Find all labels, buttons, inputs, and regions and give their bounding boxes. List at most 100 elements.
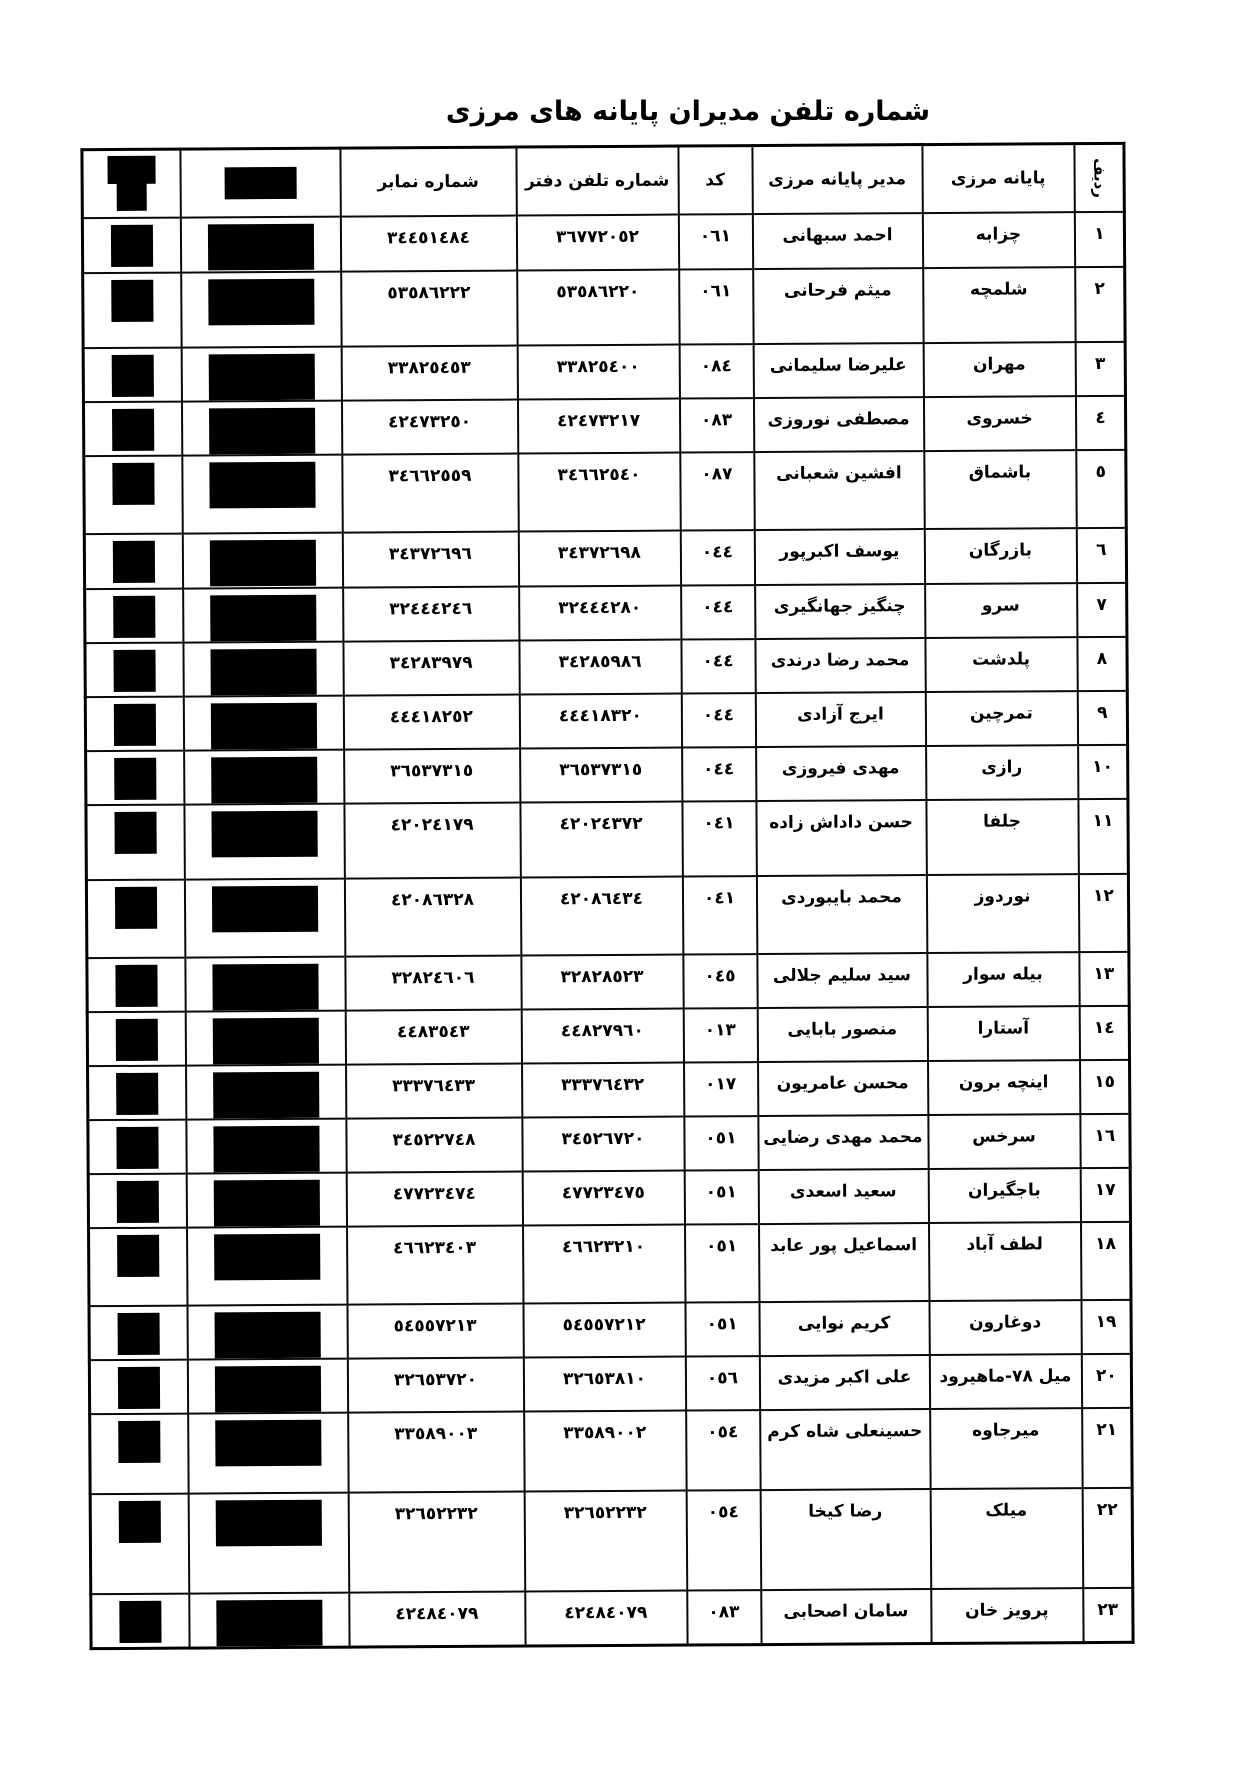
code-cell: ٠٥١ — [683, 1115, 758, 1171]
code-cell: ٠٨٣ — [686, 1589, 761, 1645]
fax-cell: ٤٢٤٨٤٠٧٩ — [348, 1591, 525, 1647]
redaction-box-icon — [118, 1600, 161, 1643]
terminal-cell: تمرچین — [924, 690, 1078, 746]
table-body: ١ چزابه احمد سبهانی ٠٦١ ٣٦٧٧٢٠٥٢ ٣٤٤٥١٤٨… — [82, 211, 1134, 1649]
redacted-mobile-cell — [181, 454, 342, 534]
manager-cell: مصطفی نوروزی — [753, 396, 924, 452]
redaction-box-icon — [112, 649, 156, 692]
terminal-cell: چزابه — [921, 211, 1075, 268]
redacted-extra-cell — [83, 455, 182, 534]
fax-cell: ٤٧٧٢٣٤٧٤ — [345, 1171, 523, 1227]
redaction-box-icon — [214, 1419, 321, 1466]
office-phone-cell: ٥٤٥٥٧٢١٢ — [522, 1302, 685, 1358]
terminal-cell: پلدشت — [924, 636, 1077, 692]
code-cell: ٠٤١ — [681, 800, 757, 877]
row-number-cell: ١٩ — [1080, 1299, 1132, 1354]
table-row: ٢ شلمچه میثم فرحانی ٠٦١ ٥٣٥٨٦٢٢٠ ٥٣٥٨٦٢٢… — [82, 266, 1126, 348]
redaction-box-icon — [209, 648, 316, 695]
redaction-box-icon — [213, 1311, 320, 1358]
table-row: ١٤ آستارا منصور بابایی ٠١٣ ٤٤٨٢٧٩٦٠ ٤٤٨٣… — [86, 1005, 1130, 1066]
fax-cell: ٤٦٦٢٣٤٠٣ — [346, 1225, 523, 1305]
redaction-box-icon — [213, 1233, 320, 1280]
redaction-box-icon — [111, 462, 155, 505]
redacted-extra-cell — [88, 1305, 187, 1360]
office-phone-cell: ٣٤٢٨٥٩٨٦ — [518, 639, 681, 695]
row-number-cell: ١٦ — [1079, 1113, 1131, 1168]
redaction-box-icon — [112, 540, 155, 583]
redacted-mobile-cell — [182, 587, 343, 643]
terminal-cell: سرو — [924, 582, 1077, 638]
redaction-box-icon — [207, 353, 315, 400]
page-title: شماره تلفن مدیران پایانه های مرزی — [445, 96, 931, 127]
redaction-box-icon — [114, 964, 158, 1007]
redaction-box-icon — [116, 1180, 159, 1223]
terminal-cell: میرجاوه — [929, 1407, 1082, 1489]
fax-cell: ٣٣٨٢٥٤٥٣ — [340, 345, 518, 401]
redaction-box-icon — [209, 594, 316, 641]
terminal-cell: بیله سوار — [926, 951, 1079, 1007]
code-cell: ٠٥٤ — [685, 1409, 760, 1491]
terminal-cell: دوغارون — [928, 1299, 1081, 1355]
redacted-mobile-cell — [180, 216, 341, 273]
table-row: ٢٢ میلک رضا کیخا ٠٥٤ ٣٢٦٥٢٢٣٢ ٣٢٦٥٢٢٣٢ — [89, 1487, 1133, 1594]
manager-cell: میثم فرحانی — [752, 267, 923, 344]
redacted-mobile-cell — [181, 400, 342, 456]
redaction-box-icon — [116, 1234, 159, 1277]
office-phone-cell: ٤٢٠٨٦٤٣٤ — [520, 876, 683, 956]
code-cell: ٠١٣ — [682, 1007, 758, 1063]
code-cell: ٠٤٤ — [679, 529, 755, 586]
row-number-cell: ٢١ — [1081, 1407, 1133, 1488]
redaction-box-icon — [207, 278, 314, 325]
redaction-box-icon — [118, 1500, 161, 1543]
redacted-mobile-cell — [187, 1492, 349, 1594]
office-phone-cell: ٣٦٧٧٢٠٥٢ — [515, 214, 679, 271]
header-redacted-mobile — [179, 148, 340, 218]
header-fax: شماره نمابر — [339, 147, 516, 217]
office-phone-cell: ٤٦٦٢٣٢١٠ — [522, 1224, 685, 1304]
table-row: ١٠ رازی مهدی فیروزی ٠٤٤ ٣٦٥٣٧٣١٥ ٣٦٥٣٧٣١… — [85, 744, 1128, 805]
table-row: ٢١ میرجاوه حسینعلی شاه کرم ٠٥٤ ٣٣٥٨٩٠٠٢ … — [89, 1407, 1133, 1494]
redacted-extra-cell — [89, 1493, 189, 1594]
redacted-mobile-cell — [185, 1064, 346, 1120]
redacted-extra-cell — [84, 696, 184, 751]
terminal-cell: بازرگان — [923, 527, 1077, 584]
table-row: ٨ پلدشت محمد رضا درندی ٠٤٤ ٣٤٢٨٥٩٨٦ ٣٤٢٨… — [84, 636, 1128, 697]
code-cell: ٠٤٤ — [681, 746, 756, 802]
terminal-cell: اینچه برون — [927, 1059, 1080, 1115]
header-row: ردیف پایانه مرزی مدیر پایانه مرزی کد شما… — [81, 143, 1125, 218]
redacted-mobile-cell — [183, 749, 344, 805]
redaction-box-icon — [115, 1072, 158, 1115]
row-number-cell: ٧ — [1076, 582, 1127, 637]
redaction-box-icon — [117, 1420, 160, 1463]
redaction-box-icon — [208, 407, 315, 454]
redacted-extra-cell — [84, 642, 183, 697]
redacted-extra-cell — [87, 1173, 187, 1228]
row-number-cell: ٦ — [1075, 527, 1127, 583]
redaction-box-icon — [113, 757, 156, 800]
fax-cell: ٤٤٤١٨٢٥٢ — [342, 694, 520, 750]
table-row: ٩ تمرچین ایرج آزادی ٠٤٤ ٤٤٤١٨٣٢٠ ٤٤٤١٨٢٥… — [84, 690, 1128, 751]
redaction-box-icon — [215, 1599, 322, 1646]
fax-cell: ٣٦٥٣٧٣١٥ — [343, 748, 520, 804]
redaction-box-icon — [211, 1017, 319, 1064]
redaction-box-icon — [210, 810, 317, 857]
manager-cell: محسن عامریون — [757, 1060, 928, 1116]
row-number-cell: ٣ — [1074, 341, 1126, 396]
office-phone-cell: ٣٢٨٢٨٥٢٣ — [520, 954, 683, 1010]
office-phone-cell: ٣٣٥٨٩٠٠٢ — [523, 1410, 686, 1492]
office-phone-cell: ٣٦٥٣٧٣١٥ — [519, 747, 682, 803]
table-row: ١٧ باجگیران سعید اسعدی ٠٥١ ٤٧٧٢٣٤٧٥ ٤٧٧٢… — [87, 1167, 1131, 1228]
terminal-cell: لطف آباد — [928, 1221, 1081, 1301]
fax-cell: ٣٢٨٢٤٦٠٦ — [344, 955, 521, 1011]
redaction-box-icon — [116, 1312, 160, 1355]
manager-cell: احمد سبهانی — [751, 212, 923, 269]
manager-cell: سعید اسعدی — [757, 1168, 929, 1224]
border-terminal-phone-table: ردیف پایانه مرزی مدیر پایانه مرزی کد شما… — [80, 141, 1135, 1650]
redacted-mobile-cell — [183, 803, 345, 880]
redacted-extra-cell — [88, 1359, 188, 1414]
terminal-cell: باجگیران — [927, 1167, 1081, 1223]
fax-cell: ٣٤٦٦٢٥٥٩ — [341, 453, 518, 533]
terminal-cell: میلک — [929, 1487, 1083, 1589]
fax-cell: ٣٣٥٨٩٠٠٣ — [347, 1411, 524, 1493]
